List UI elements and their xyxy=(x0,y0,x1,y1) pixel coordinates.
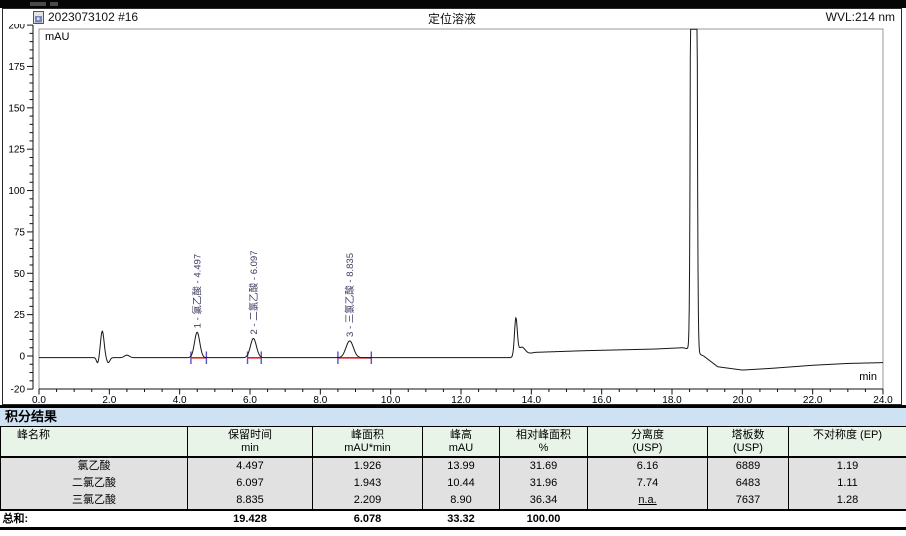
table-cell: 8.835 xyxy=(187,492,313,510)
peak-label: 1 - 氯乙酸 - 4.497 xyxy=(192,254,204,328)
x-axis-ticks: 0.0 2.0 4.0 6.0 8.0 10.0 12.0 14.0 16.0 18.0 20.0 2… xyxy=(32,389,893,404)
table-row[interactable]: 氯乙酸 4.497 1.926 13.99 31.69 6.16 6889 1.19 xyxy=(0,457,906,475)
results-section-title: 积分结果 xyxy=(0,408,906,427)
total-value-cell: 100.00 xyxy=(499,509,588,527)
chromatogram-panel: 2023073102 #16 定位溶液 WVL:214 nm 200 175 150… xyxy=(2,8,902,405)
column-header: 塔板数 (USP) xyxy=(707,427,789,458)
table-cell: 4.497 xyxy=(187,457,313,475)
total-value-cell: 19.428 xyxy=(187,509,313,527)
table-cell: 13.99 xyxy=(422,457,500,475)
table-cell: 31.69 xyxy=(499,457,588,475)
total-value-cell: 6.078 xyxy=(312,509,423,527)
svg-text:175: 175 xyxy=(8,62,25,73)
column-header: 分离度 (USP) xyxy=(587,427,708,458)
table-cell: 1.19 xyxy=(788,457,906,475)
svg-text:10.0: 10.0 xyxy=(381,395,401,404)
column-header: 不对称度 (EP) xyxy=(788,427,906,458)
total-value-cell: 33.32 xyxy=(422,509,500,527)
injection-icon xyxy=(33,10,44,24)
x-axis-unit-label: min xyxy=(859,371,877,383)
table-cell: 6889 xyxy=(707,457,789,475)
window-edge-glyph xyxy=(50,2,58,6)
svg-text:2.0: 2.0 xyxy=(102,395,116,404)
chromatogram-title: 定位溶液 xyxy=(427,12,476,26)
window-edge-glyph xyxy=(30,2,46,6)
column-header: 峰面积 mAU*min xyxy=(312,427,423,458)
svg-text:8.0: 8.0 xyxy=(313,395,327,404)
column-header: 保留时间 min xyxy=(187,427,313,458)
svg-text:24.0: 24.0 xyxy=(873,395,893,404)
chromatogram-header: 2023073102 #16 定位溶液 WVL:214 nm xyxy=(3,9,901,26)
signal-trace xyxy=(39,28,884,371)
table-cell: 36.34 xyxy=(499,492,588,510)
wavelength-label: WVL:214 nm xyxy=(825,10,895,24)
total-value-cell xyxy=(788,509,906,527)
svg-text:0: 0 xyxy=(19,352,25,363)
table-row[interactable]: 二氯乙酸 6.097 1.943 10.44 31.96 7.74 6483 1.11 xyxy=(0,475,906,492)
table-cell: 1.943 xyxy=(312,475,423,492)
table-header-row: 峰名称 保留时间 min 峰面积 mAU*min 峰高 mAU 相对峰面积% 分离度 (USP) 塔… xyxy=(0,427,906,458)
table-cell: 10.44 xyxy=(422,475,500,492)
svg-text:16.0: 16.0 xyxy=(592,395,612,404)
svg-text:125: 125 xyxy=(8,145,25,156)
column-header: 峰名称 xyxy=(0,427,188,458)
peak-name-cell: 氯乙酸 xyxy=(0,457,188,475)
window-top-edge xyxy=(0,0,906,8)
svg-text:6.0: 6.0 xyxy=(243,395,257,404)
total-value-cell xyxy=(587,509,708,527)
table-cell: 7637 xyxy=(707,492,789,510)
peak-labels: 1 - 氯乙酸 - 4.497 2 - 二氯乙酸 - 6.097 3 - 三氯乙酸 … xyxy=(192,251,357,337)
sample-id-label: 2023073102 #16 xyxy=(48,10,139,24)
table-row[interactable]: 三氯乙酸 8.835 2.209 8.90 36.34 n.a. 7637 1.28 xyxy=(0,492,906,510)
table-cell: n.a. xyxy=(587,492,708,510)
plot-frame xyxy=(38,28,884,390)
table-cell: 2.209 xyxy=(312,492,423,510)
peak-name-cell: 三氯乙酸 xyxy=(0,492,188,510)
svg-text:50: 50 xyxy=(14,269,26,280)
peak-name-cell: 二氯乙酸 xyxy=(0,475,188,492)
table-cell: 31.96 xyxy=(499,475,588,492)
table-cell: 1.11 xyxy=(788,475,906,492)
svg-text:22.0: 22.0 xyxy=(803,395,823,404)
table-cell: 7.74 xyxy=(587,475,708,492)
svg-text:150: 150 xyxy=(8,103,25,114)
peak-label: 2 - 二氯乙酸 - 6.097 xyxy=(248,251,260,335)
peak-label: 3 - 三氯乙酸 - 8.835 xyxy=(344,253,356,337)
svg-text:200: 200 xyxy=(8,24,25,32)
svg-text:25: 25 xyxy=(14,310,26,321)
svg-text:0.0: 0.0 xyxy=(32,395,46,404)
integration-results-section: 积分结果 峰名称 保留时间 min 峰面积 mAU*min 峰高 mAU 相对峰面积% 分离度(… xyxy=(0,405,906,530)
column-header: 相对峰面积% xyxy=(499,427,588,458)
svg-text:18.0: 18.0 xyxy=(662,395,682,404)
table-cell: 1.926 xyxy=(312,457,423,475)
svg-text:-20: -20 xyxy=(11,385,26,396)
total-value-cell xyxy=(707,509,789,527)
column-header: 峰高 mAU xyxy=(422,427,500,458)
y-axis-unit-label: mAU xyxy=(45,31,70,43)
y-axis-ticks: 200 175 150 125 100 75 50 25 0 -20 xyxy=(8,24,33,396)
total-label-cell: 总和: xyxy=(0,509,188,527)
table-cell: 8.90 xyxy=(422,492,500,510)
svg-text:14.0: 14.0 xyxy=(522,395,542,404)
svg-text:12.0: 12.0 xyxy=(451,395,471,404)
svg-text:4.0: 4.0 xyxy=(173,395,187,404)
table-cell: 6.097 xyxy=(187,475,313,492)
total-row: 总和: 19.428 6.078 33.32 100.00 xyxy=(0,509,906,527)
table-cell: 1.28 xyxy=(788,492,906,510)
svg-text:75: 75 xyxy=(14,227,26,238)
table-cell: 6483 xyxy=(707,475,789,492)
chromatogram-plot[interactable]: 200 175 150 125 100 75 50 25 0 -20 0.0 2.0 4.0 6.0 8.… xyxy=(3,24,901,404)
integration-results-table: 峰名称 保留时间 min 峰面积 mAU*min 峰高 mAU 相对峰面积% 分离度 (USP) 塔… xyxy=(0,427,906,527)
svg-text:20.0: 20.0 xyxy=(733,395,753,404)
table-cell: 6.16 xyxy=(587,457,708,475)
svg-text:100: 100 xyxy=(8,186,25,197)
